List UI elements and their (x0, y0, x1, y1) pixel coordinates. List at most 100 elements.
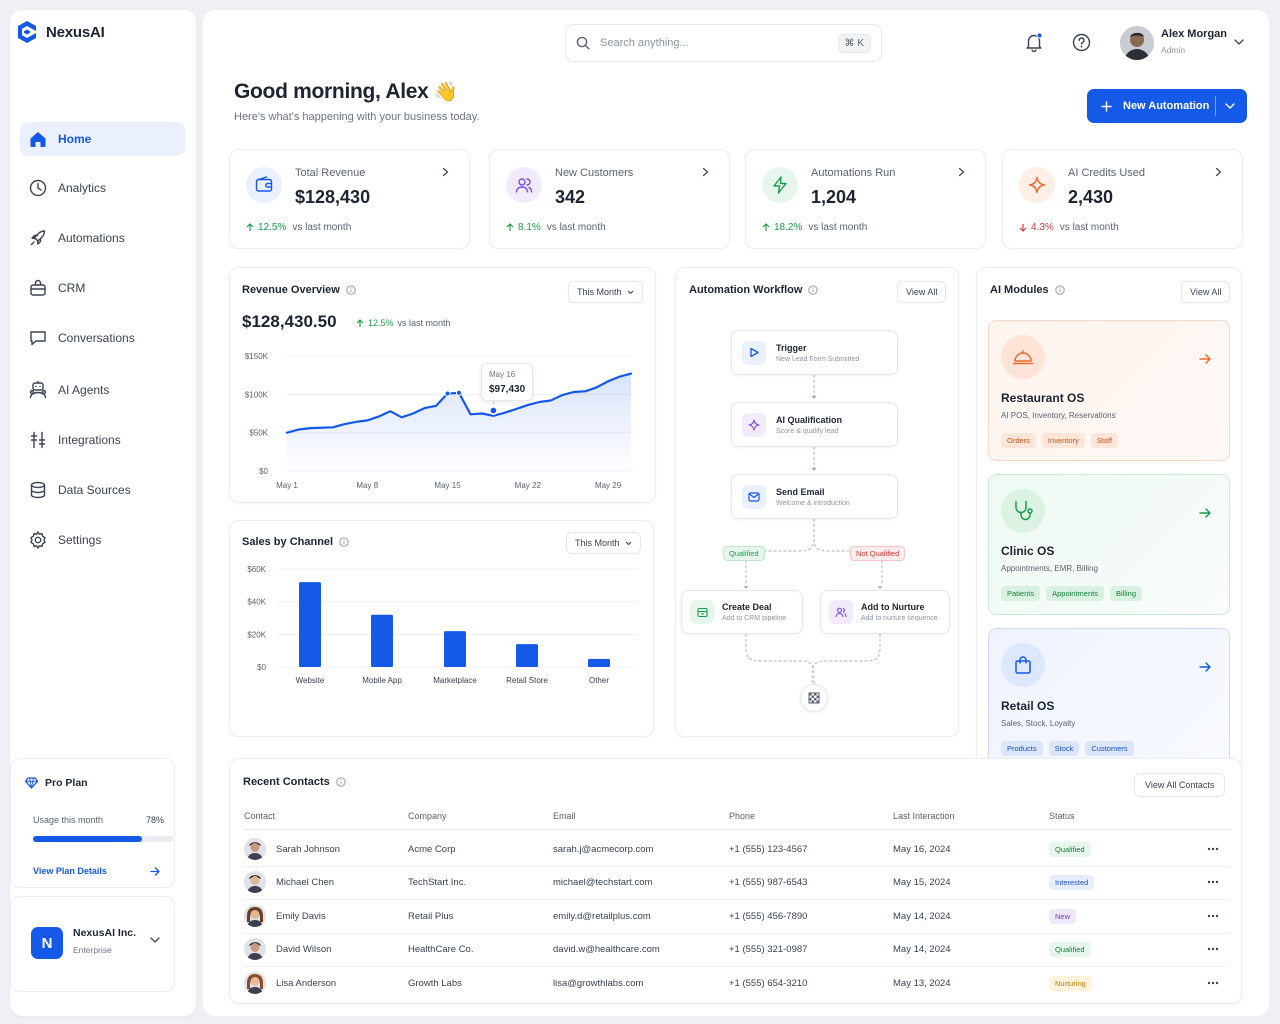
user-menu[interactable]: Alex Morgan Admin (1120, 25, 1250, 61)
info-icon[interactable] (808, 285, 819, 295)
global-search[interactable]: Search anything... ⌘ K (565, 24, 882, 62)
help-button[interactable] (1072, 33, 1091, 52)
workflow-node-trigger[interactable]: Trigger New Lead Form Submitted (731, 330, 898, 375)
chevron-right-icon[interactable] (958, 167, 965, 177)
table-row[interactable]: Michael Chen TechStart Inc. michael@tech… (230, 866, 1243, 901)
arrow-right-icon[interactable] (1199, 508, 1211, 518)
contact-phone: +1 (555) 123-4567 (729, 844, 808, 855)
sparkle-icon (742, 412, 766, 437)
module-tag[interactable]: Patients (1001, 586, 1041, 601)
contact-name[interactable]: Michael Chen (276, 877, 335, 889)
avatar (244, 838, 266, 860)
search-input[interactable]: Search anything... (600, 37, 689, 49)
contact-email[interactable]: emily.d@retailplus.com (553, 910, 651, 922)
table-row[interactable]: Lisa Anderson Growth Labs lisa@growthlab… (230, 967, 1243, 1000)
contact-email[interactable]: michael@techstart.com (553, 877, 653, 889)
contact-name[interactable]: Sarah Johnson (276, 844, 340, 855)
module-tag[interactable]: Staff (1090, 433, 1119, 448)
sidebar-item-integrations[interactable]: Integrations (20, 423, 185, 457)
contact-email[interactable]: lisa@growthlabs.com (553, 977, 644, 989)
workflow-node-create-deal[interactable]: Create Deal Add to CRM pipeline (681, 590, 803, 634)
more-options-icon[interactable] (1207, 914, 1219, 918)
sidebar-item-data-sources[interactable]: Data Sources (20, 473, 185, 507)
info-icon[interactable] (1055, 285, 1065, 295)
sales-range-select[interactable]: This Month (566, 532, 641, 554)
arrow-right-icon[interactable] (1199, 354, 1211, 364)
modules-view-all-button[interactable]: View All (1181, 281, 1231, 303)
sidebar-item-label: Analytics (58, 181, 107, 195)
kpi-card-new-customers[interactable]: New Customers 342 8.1% vs last month (489, 149, 730, 249)
column-header[interactable]: Company (408, 811, 447, 821)
workflow-node-ai-qualification[interactable]: AI Qualification Score & qualify lead (731, 402, 898, 447)
contact-name[interactable]: Lisa Anderson (276, 977, 337, 989)
module-name: Clinic OS (1001, 544, 1055, 558)
module-tag[interactable]: Customers (1085, 741, 1134, 756)
column-header[interactable]: Phone (729, 811, 756, 821)
new-automation-button[interactable]: New Automation (1087, 89, 1247, 123)
contact-name[interactable]: David Wilson (276, 944, 332, 956)
column-header[interactable]: Status (1049, 811, 1075, 821)
sidebar-item-ai-agents[interactable]: AI Agents (20, 373, 185, 407)
notifications-button[interactable] (1024, 32, 1044, 52)
column-header[interactable]: Contact (244, 811, 276, 821)
contact-email[interactable]: david.w@healthcare.com (553, 944, 660, 956)
chevron-right-icon[interactable] (702, 167, 709, 177)
table-row[interactable]: Sarah Johnson Acme Corp sarah.j@acmecorp… (230, 833, 1243, 867)
workflow-node-add-to-nurture[interactable]: Add to Nurture Add to nurture sequence (820, 590, 950, 634)
chevron-right-icon[interactable] (1215, 167, 1222, 177)
arrow-right-icon[interactable] (150, 867, 160, 876)
cloche-icon (1001, 335, 1045, 379)
contact-name[interactable]: Emily Davis (276, 910, 326, 922)
sidebar-item-automations[interactable]: Automations (20, 221, 185, 255)
sidebar-item-settings[interactable]: Settings (20, 523, 185, 557)
chevron-down-icon (625, 541, 631, 545)
workflow-node-send-email[interactable]: Send Email Welcome & introduction (731, 474, 898, 519)
column-header[interactable]: Last Interaction (893, 811, 955, 821)
kpi-label: AI Credits Used (1068, 167, 1146, 179)
module-card-restaurant-os[interactable]: Restaurant OS AI POS, Inventory, Reserva… (988, 320, 1230, 461)
contact-email[interactable]: sarah.j@acmecorp.com (553, 844, 654, 855)
workflow-view-all-button[interactable]: View All (897, 281, 947, 303)
table-row[interactable]: Emily Davis Retail Plus emily.d@retailpl… (230, 900, 1243, 934)
module-tag[interactable]: Billing (1109, 586, 1142, 601)
kpi-card-automations-run[interactable]: Automations Run 1,204 18.2% vs last month (745, 149, 986, 249)
sidebar-item-conversations[interactable]: Conversations (20, 321, 185, 355)
sidebar-item-analytics[interactable]: Analytics (20, 171, 185, 205)
org-switcher[interactable]: N NexusAI Inc. Enterprise (10, 896, 175, 992)
info-icon[interactable] (346, 285, 356, 295)
view-plan-link[interactable]: View Plan Details (33, 866, 107, 876)
app-name: NexusAI (46, 23, 105, 41)
info-icon[interactable] (336, 777, 346, 787)
sidebar-item-home[interactable]: Home (20, 122, 185, 156)
revenue-range-select[interactable]: This Month (568, 281, 643, 303)
module-tag[interactable]: Orders (1001, 433, 1036, 448)
more-options-icon[interactable] (1207, 947, 1219, 951)
module-card-retail-os[interactable]: Retail OS Sales, Stock, Loyalty Products… (988, 628, 1230, 763)
arrow-right-icon[interactable] (1199, 662, 1211, 672)
divider (243, 829, 1230, 830)
more-options-icon[interactable] (1207, 880, 1219, 884)
wallet-icon (246, 167, 282, 203)
module-card-clinic-os[interactable]: Clinic OS Appointments, EMR, Billing Pat… (988, 474, 1230, 615)
kpi-value: 2,430 (1068, 187, 1114, 207)
column-header[interactable]: Email (553, 811, 576, 821)
workflow-end-node[interactable] (800, 684, 828, 712)
module-tag[interactable]: Stock (1048, 741, 1080, 756)
kpi-card-ai-credits-used[interactable]: AI Credits Used 2,430 4.3% vs last month (1002, 149, 1243, 249)
table-row[interactable]: David Wilson HealthCare Co. david.w@heal… (230, 933, 1243, 968)
sidebar-item-crm[interactable]: CRM (20, 271, 185, 305)
module-tag[interactable]: Inventory (1041, 433, 1085, 448)
module-tag[interactable]: Products (1001, 741, 1043, 756)
chevron-right-icon[interactable] (442, 167, 449, 177)
module-description: AI POS, Inventory, Reservations (1001, 411, 1116, 420)
chevron-down-icon[interactable] (1225, 103, 1235, 109)
app-logo[interactable]: NexusAI (16, 20, 105, 44)
info-icon[interactable] (339, 537, 349, 547)
module-tag[interactable]: Appointments (1046, 586, 1104, 601)
contact-company: TechStart Inc. (408, 877, 467, 889)
more-options-icon[interactable] (1207, 847, 1219, 851)
kpi-card-total-revenue[interactable]: Total Revenue $128,430 12.5% vs last mont… (229, 149, 470, 249)
divider (243, 966, 1230, 968)
more-options-icon[interactable] (1207, 981, 1219, 985)
view-all-contacts-button[interactable]: View All Contacts (1134, 773, 1226, 797)
